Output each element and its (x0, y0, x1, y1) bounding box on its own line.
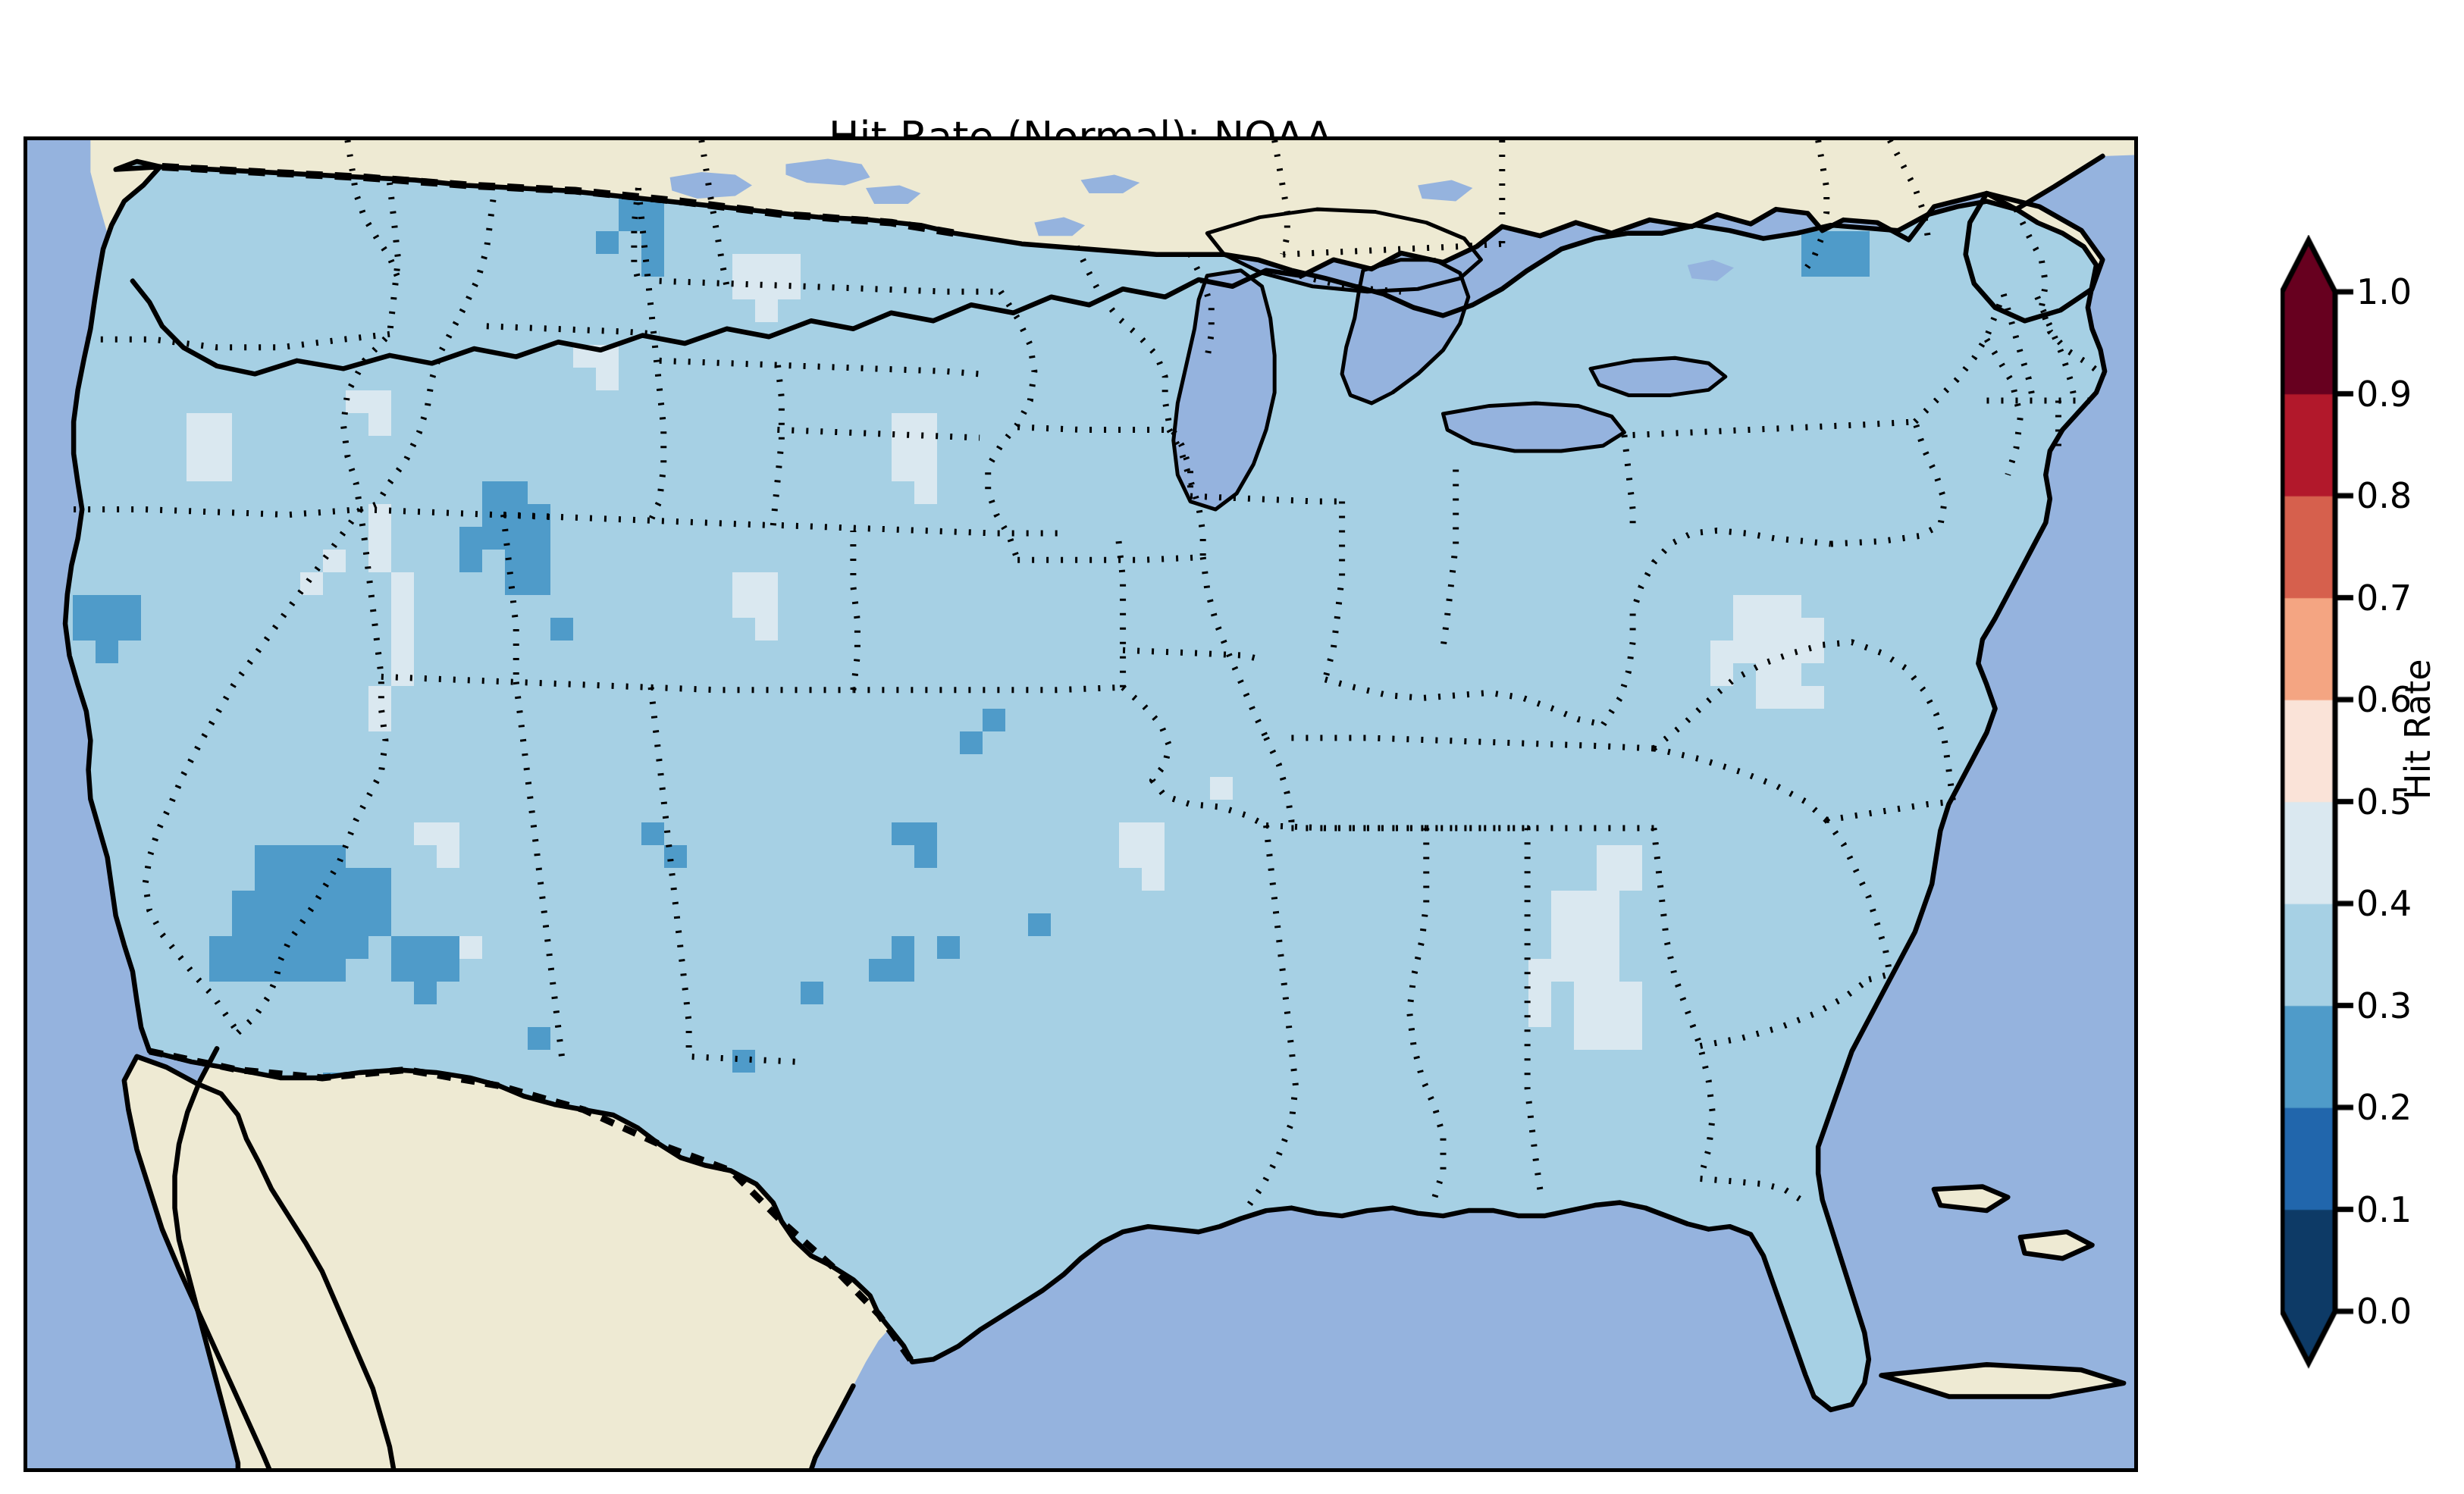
colorbar-axis-label: Hit Rate (2397, 659, 2438, 800)
hit-rate-choropleth-map (27, 140, 2134, 1468)
colorbar: 1.0 0.9 0.8 0.7 0.6 0.5 0.4 0.3 0.2 0.1 0.0 (2281, 235, 2462, 1372)
colorbar-gradient (2281, 235, 2462, 1372)
map-axes (24, 136, 2138, 1472)
